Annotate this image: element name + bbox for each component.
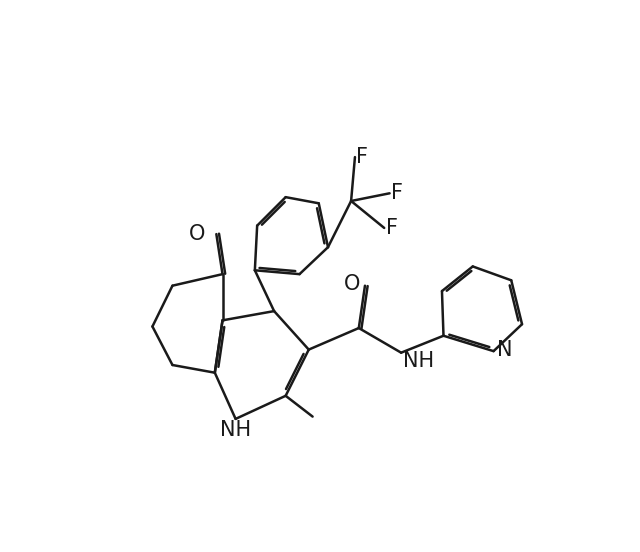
- Text: O: O: [344, 274, 360, 294]
- Text: F: F: [391, 183, 403, 203]
- Text: F: F: [356, 147, 369, 167]
- Text: F: F: [386, 218, 397, 238]
- Text: O: O: [189, 224, 205, 244]
- Text: NH: NH: [403, 351, 434, 371]
- Text: NH: NH: [220, 421, 251, 440]
- Text: N: N: [497, 339, 512, 359]
